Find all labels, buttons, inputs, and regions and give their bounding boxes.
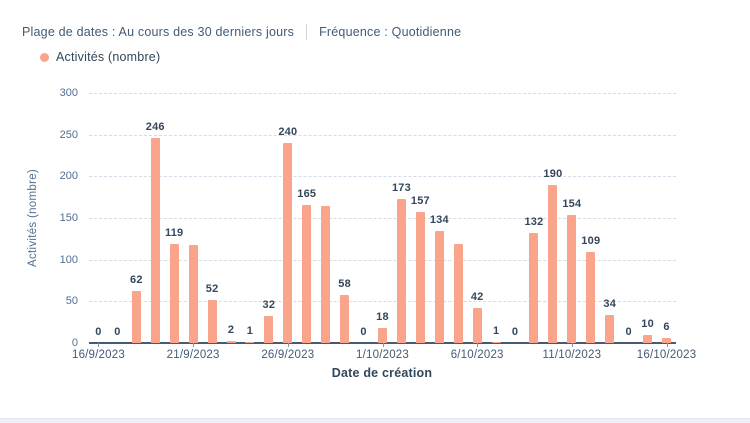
bar-value-label: 109 <box>581 235 601 247</box>
gridline <box>89 218 676 219</box>
x-tick-mark <box>193 343 195 347</box>
x-tick-label: 21/9/2023 <box>166 349 220 361</box>
bar-value-label: 119 <box>165 227 184 239</box>
bar[interactable] <box>396 199 406 343</box>
bar[interactable] <box>226 341 236 343</box>
y-tick-label: 300 <box>59 87 78 99</box>
gridline <box>89 259 676 261</box>
bar-value-label: 0 <box>360 326 367 338</box>
bar[interactable] <box>131 291 141 343</box>
bar-value-label: 1 <box>492 325 500 337</box>
x-tick-mark <box>571 343 573 347</box>
gridline <box>89 93 676 94</box>
bar-value-label: 10 <box>641 318 654 330</box>
bar[interactable] <box>548 185 558 343</box>
plot-area: 0 50 100 150 200 250 300 0 0 62 246 119 52 2 1 32 240 165… <box>60 87 696 361</box>
bar-value-label: 18 <box>376 311 389 323</box>
bar[interactable] <box>150 138 160 343</box>
bar-value-label: 34 <box>603 298 617 310</box>
x-tick-mark <box>666 343 668 347</box>
bar-value-label: 190 <box>543 168 563 180</box>
legend-series-label: Activités (nombre) <box>56 50 161 64</box>
bar-value-label: 2 <box>227 324 235 336</box>
bar[interactable] <box>605 315 615 343</box>
bar-value-label: 6 <box>663 321 670 333</box>
bar[interactable] <box>207 300 217 343</box>
date-range-label: Plage de dates : Au cours des 30 dernier… <box>22 25 295 39</box>
bar-value-label: 157 <box>410 195 430 207</box>
legend-series-dot-icon <box>40 52 49 62</box>
bar-value-label: 134 <box>429 214 449 226</box>
bar-value-label: 165 <box>297 188 317 200</box>
bar[interactable] <box>245 342 255 343</box>
bar[interactable] <box>340 295 350 343</box>
bar[interactable] <box>586 252 596 343</box>
y-tick-label: 100 <box>59 253 78 266</box>
y-tick-label: 250 <box>59 128 78 141</box>
bar-value-label: 240 <box>278 126 298 138</box>
gridline <box>89 301 676 303</box>
bar[interactable] <box>434 231 444 343</box>
gridline <box>89 134 676 136</box>
y-axis-title: Activités (nombre) <box>27 168 39 268</box>
header-divider <box>306 24 308 40</box>
bar[interactable] <box>662 338 672 343</box>
x-tick-mark <box>287 343 289 347</box>
bar-value-label: 32 <box>262 299 276 311</box>
frequency-label: Fréquence : Quotidienne <box>319 25 462 39</box>
x-tick-label: 6/10/2023 <box>450 349 504 361</box>
y-tick-label: 0 <box>71 337 78 349</box>
bar-value-label: 0 <box>114 326 121 338</box>
x-tick-label: 16/10/2023 <box>636 349 697 361</box>
y-tick-label: 150 <box>59 212 78 224</box>
bar[interactable] <box>283 143 293 343</box>
bar[interactable] <box>453 244 463 343</box>
card-bottom-edge <box>0 418 750 423</box>
x-tick-mark <box>98 343 100 347</box>
bar-value-label: 0 <box>95 326 102 338</box>
bar-value-label: 173 <box>391 182 411 194</box>
bar-value-label: 132 <box>524 216 544 228</box>
x-tick-mark <box>382 343 384 347</box>
bar[interactable] <box>264 316 274 343</box>
bar[interactable] <box>188 245 198 343</box>
x-tick-label: 11/10/2023 <box>542 349 602 361</box>
chart-filters-header: Plage de dates : Au cours des 30 dernier… <box>22 24 461 40</box>
x-tick-label: 1/10/2023 <box>356 349 409 361</box>
x-tick-label: 26/9/2023 <box>261 349 315 361</box>
gridline <box>89 176 676 178</box>
y-tick-label: 200 <box>59 170 78 183</box>
bar[interactable] <box>643 335 653 343</box>
bar[interactable] <box>415 212 425 343</box>
bar[interactable] <box>302 205 312 343</box>
x-tick-label: 16/9/2023 <box>71 349 125 361</box>
bar-value-label: 42 <box>470 291 484 303</box>
bar[interactable] <box>472 308 482 343</box>
bar-value-label: 58 <box>338 278 351 290</box>
bar[interactable] <box>567 215 577 343</box>
bar-value-label: 246 <box>145 121 165 133</box>
bar[interactable] <box>491 342 501 343</box>
bar-value-label: 52 <box>205 283 219 295</box>
x-tick-mark <box>477 343 479 347</box>
bar[interactable] <box>378 328 387 343</box>
bar-value-label: 1 <box>246 325 254 337</box>
bar[interactable] <box>321 206 331 343</box>
bar-value-label: 0 <box>625 326 632 338</box>
bar-value-label: 0 <box>511 326 519 338</box>
x-axis-title: Date de création <box>331 366 433 380</box>
bar[interactable] <box>529 233 539 343</box>
y-tick-label: 50 <box>65 295 78 308</box>
chart-legend[interactable]: Activités (nombre) <box>40 50 160 64</box>
bar-value-label: 62 <box>130 274 143 286</box>
bar-value-label: 154 <box>562 198 582 210</box>
bar[interactable] <box>169 244 179 343</box>
